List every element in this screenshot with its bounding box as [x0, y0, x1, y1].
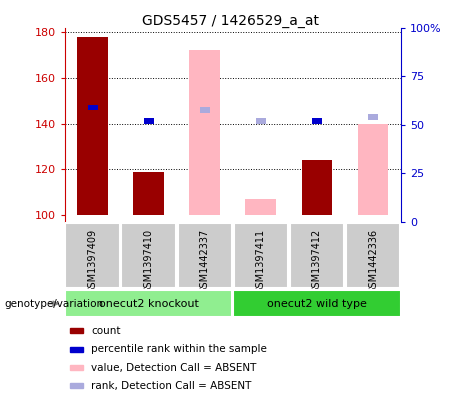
Bar: [70, 328, 83, 333]
FancyBboxPatch shape: [65, 290, 232, 317]
Text: GSM1442336: GSM1442336: [368, 229, 378, 294]
FancyBboxPatch shape: [290, 223, 344, 288]
Text: GSM1442337: GSM1442337: [200, 229, 210, 294]
Bar: [70, 384, 83, 388]
Text: genotype/variation: genotype/variation: [5, 299, 104, 309]
Bar: [70, 347, 83, 352]
Bar: [256, 118, 266, 124]
Bar: [144, 118, 154, 124]
Text: percentile rank within the sample: percentile rank within the sample: [91, 344, 267, 354]
Text: onecut2 knockout: onecut2 knockout: [99, 299, 199, 309]
FancyBboxPatch shape: [346, 223, 400, 288]
Bar: [368, 114, 378, 119]
Bar: [245, 199, 276, 215]
Text: count: count: [91, 326, 121, 336]
Text: GSM1397410: GSM1397410: [144, 229, 154, 294]
Text: GSM1397412: GSM1397412: [312, 229, 322, 294]
Text: GSM1397409: GSM1397409: [88, 229, 98, 294]
Bar: [301, 160, 332, 215]
Bar: [189, 50, 220, 215]
Text: GDS5457 / 1426529_a_at: GDS5457 / 1426529_a_at: [142, 14, 319, 28]
Bar: [70, 365, 83, 370]
FancyBboxPatch shape: [234, 223, 288, 288]
Bar: [312, 118, 322, 124]
Bar: [358, 124, 389, 215]
Text: GSM1397411: GSM1397411: [256, 229, 266, 294]
Bar: [133, 172, 164, 215]
FancyBboxPatch shape: [177, 223, 232, 288]
FancyBboxPatch shape: [121, 223, 176, 288]
Text: rank, Detection Call = ABSENT: rank, Detection Call = ABSENT: [91, 381, 252, 391]
FancyBboxPatch shape: [65, 223, 120, 288]
Text: value, Detection Call = ABSENT: value, Detection Call = ABSENT: [91, 362, 257, 373]
FancyBboxPatch shape: [233, 290, 401, 317]
Bar: [200, 107, 210, 113]
Bar: [88, 105, 98, 110]
Text: onecut2 wild type: onecut2 wild type: [267, 299, 367, 309]
Bar: [77, 37, 108, 215]
